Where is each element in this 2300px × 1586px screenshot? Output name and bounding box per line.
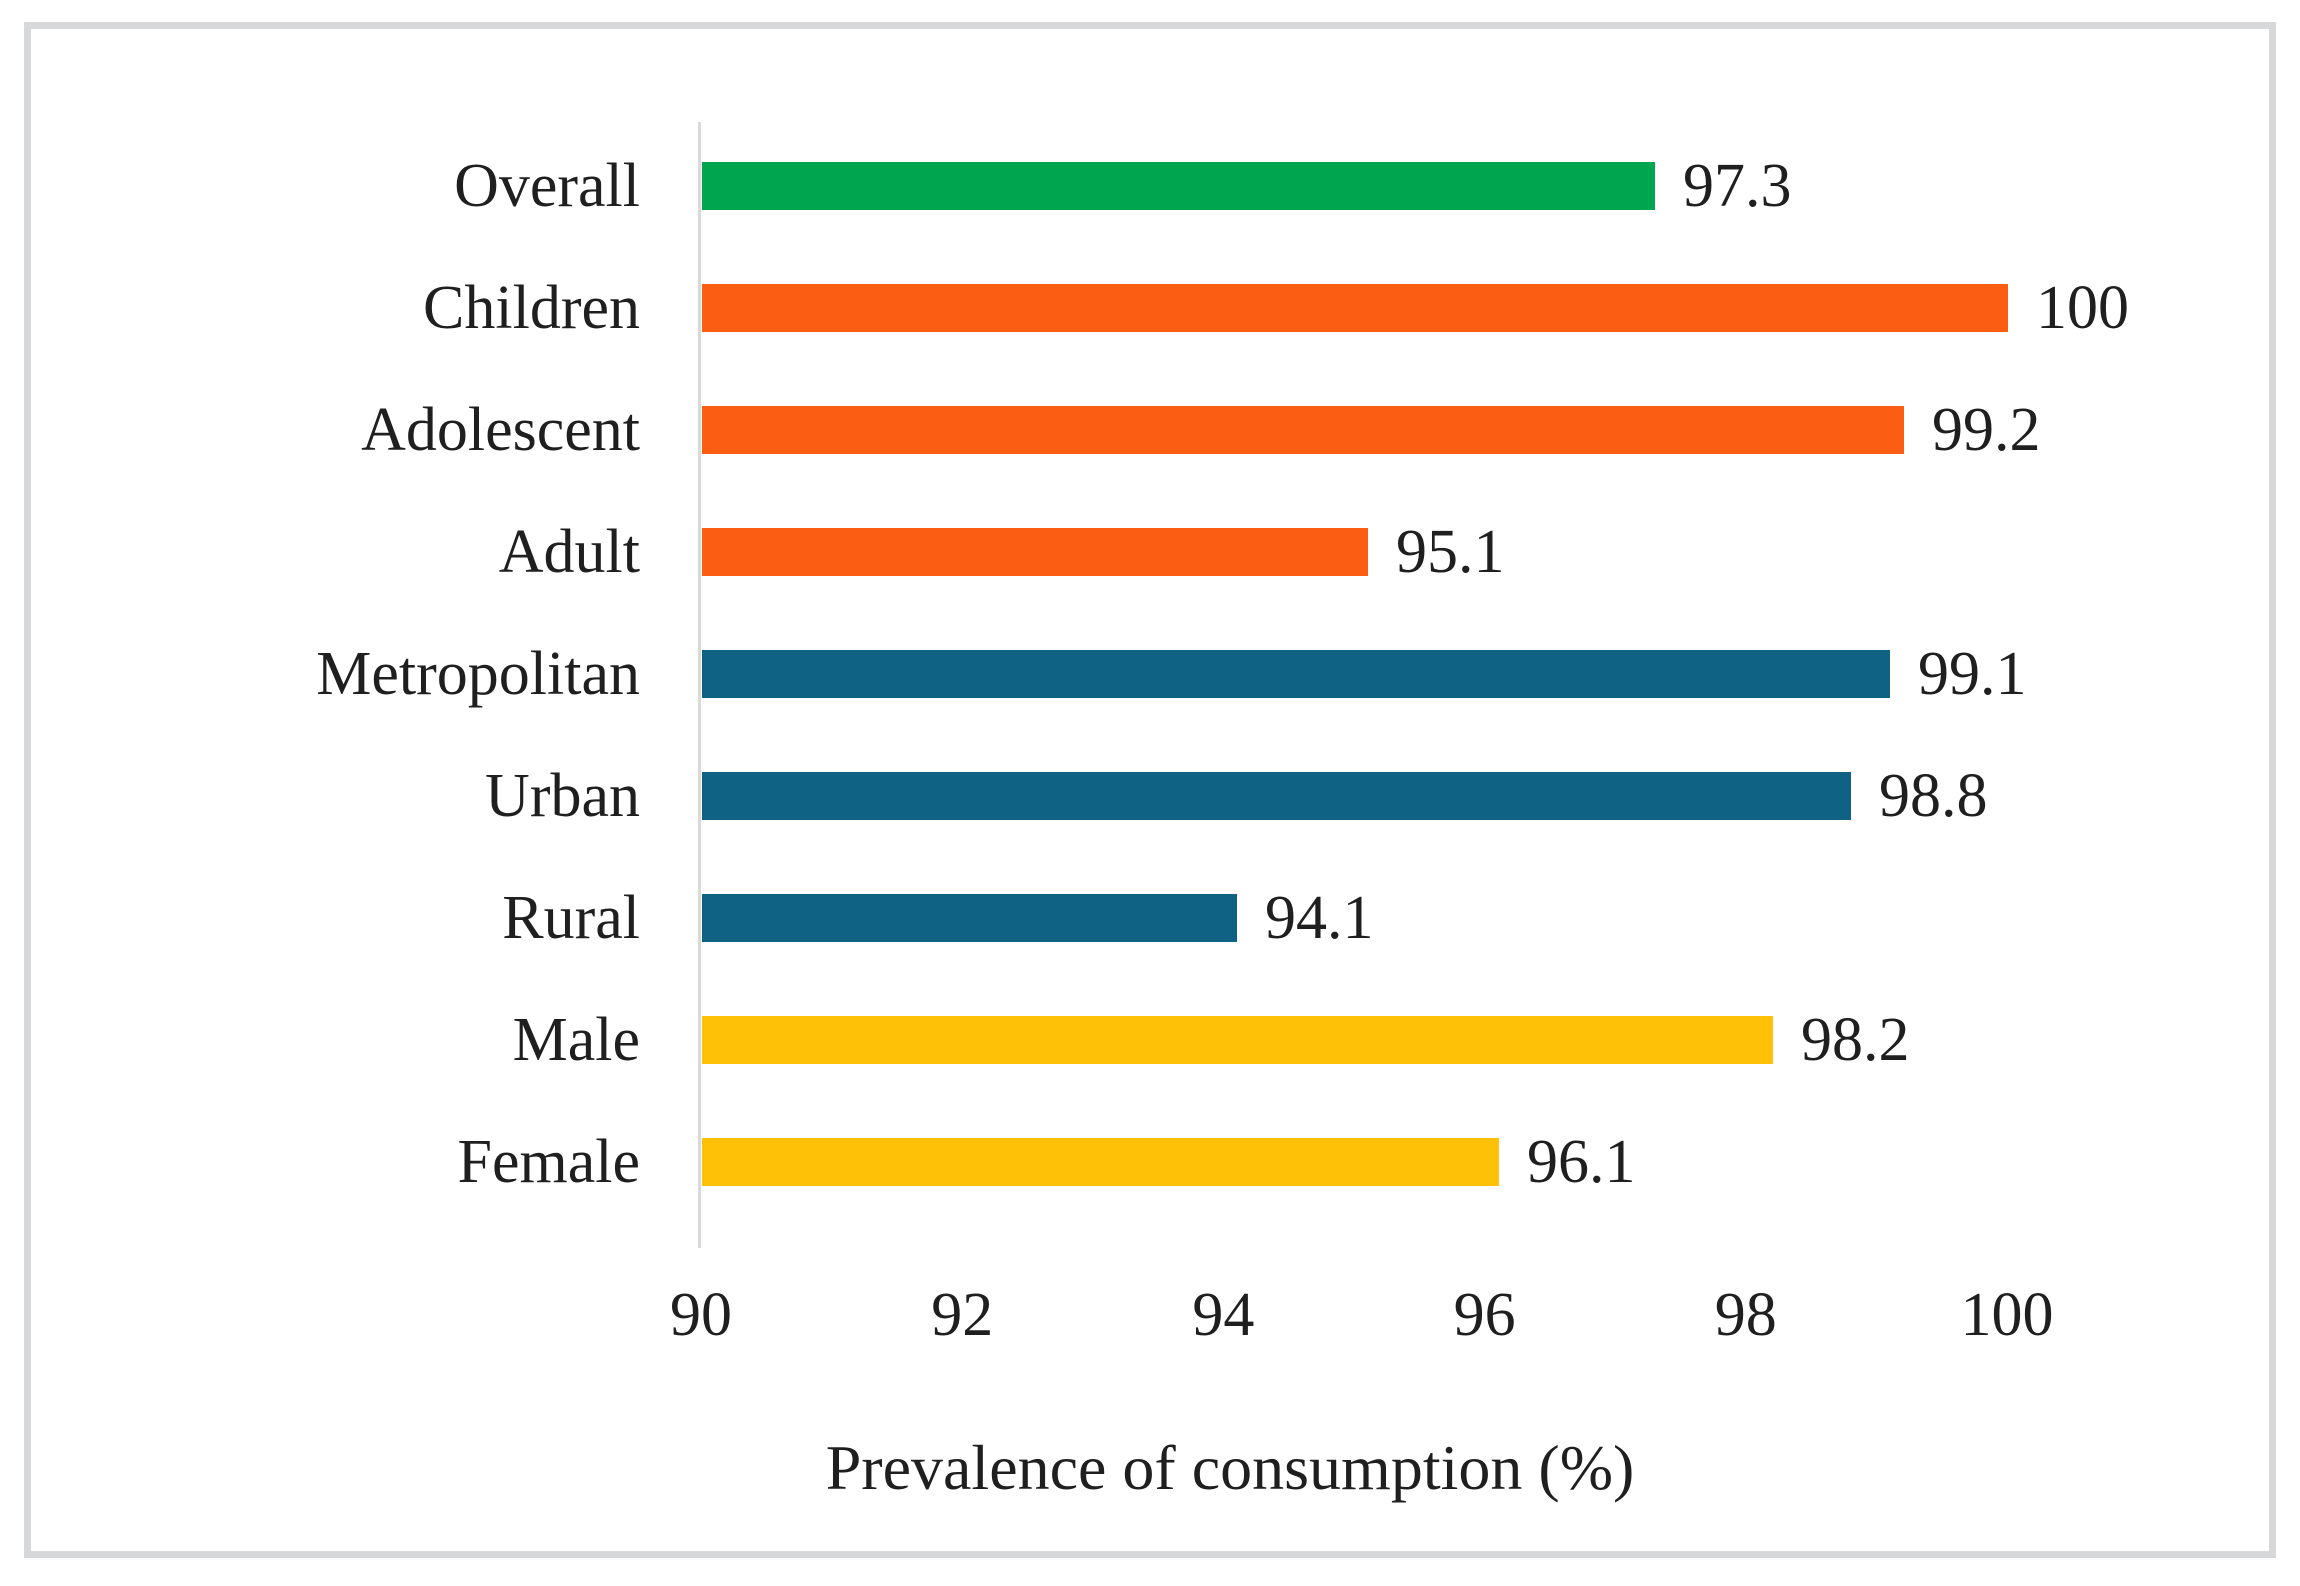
category-label-male: Male [512, 1006, 640, 1074]
bar-overall [702, 162, 1655, 210]
bar-female [702, 1138, 1499, 1186]
value-label-female: 96.1 [1527, 1128, 1636, 1196]
value-label-metropolitan: 99.1 [1918, 640, 2027, 708]
value-label-adult: 95.1 [1396, 518, 1505, 586]
category-label-overall: Overall [454, 152, 640, 220]
x-tick-label-100: 100 [1960, 1281, 2054, 1349]
x-tick-label-92: 92 [931, 1281, 994, 1349]
bar-male [702, 1016, 1773, 1064]
bar-adolescent [702, 406, 1904, 454]
y-axis-line [698, 122, 701, 1248]
category-label-adolescent: Adolescent [361, 396, 640, 464]
x-tick-label-90: 90 [670, 1281, 732, 1349]
bar-rural [702, 894, 1237, 942]
category-label-female: Female [457, 1128, 641, 1196]
x-tick-label-94: 94 [1192, 1281, 1255, 1349]
category-label-urban: Urban [485, 762, 640, 830]
category-label-adult: Adult [498, 518, 640, 586]
x-axis-title: Prevalence of consumption (%) [825, 1432, 1635, 1503]
bar-adult [702, 528, 1368, 576]
x-tick-label-96: 96 [1453, 1281, 1516, 1349]
category-label-rural: Rural [502, 884, 640, 952]
x-tick-label-98: 98 [1714, 1281, 1777, 1349]
bar-metropolitan [702, 650, 1890, 698]
category-label-children: Children [423, 274, 640, 342]
value-label-children: 100 [2036, 274, 2129, 342]
value-label-overall: 97.3 [1683, 152, 1792, 220]
category-label-metropolitan: Metropolitan [316, 640, 640, 708]
value-label-adolescent: 99.2 [1932, 396, 2041, 464]
bar-children [702, 284, 2008, 332]
value-label-urban: 98.8 [1879, 762, 1988, 830]
bar-urban [702, 772, 1851, 820]
value-label-rural: 94.1 [1265, 884, 1374, 952]
value-label-male: 98.2 [1801, 1006, 1910, 1074]
